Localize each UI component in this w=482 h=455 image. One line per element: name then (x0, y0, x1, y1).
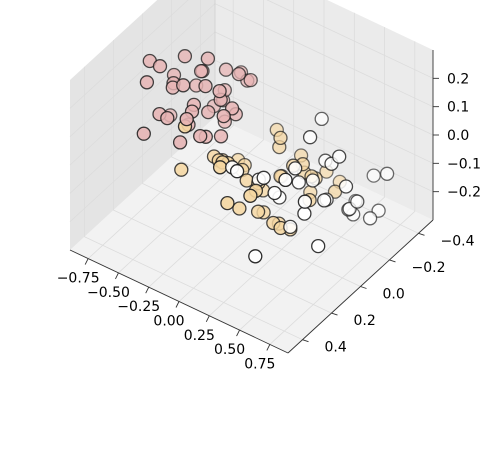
scatter-point-series-3 (362, 211, 378, 226)
scatter-point-series-1 (201, 104, 216, 120)
y-tick-label: −0.4 (441, 233, 475, 249)
scatter-point-series-3 (267, 185, 282, 201)
scatter-point-series-1 (218, 62, 234, 77)
x-tick (175, 301, 180, 308)
x-tick-label: −0.50 (87, 285, 130, 301)
scatter-point-series-3 (278, 172, 293, 188)
scatter-point-series-2 (250, 204, 266, 219)
z-grid-line (69, 0, 434, 109)
z-tick-label: −0.2 (447, 185, 481, 201)
scatter-point-series-2 (212, 160, 228, 175)
x-tick-label: 0.75 (244, 356, 275, 372)
x-tick (84, 258, 89, 265)
y-tick (389, 259, 396, 263)
z-tick-label: 0.2 (447, 71, 469, 87)
z-tick-label: −0.1 (447, 156, 481, 172)
y-tick-label: 0.4 (325, 340, 347, 356)
scatter-point-series-3 (283, 219, 298, 235)
x-tick-label: −0.25 (117, 299, 160, 315)
y-tick (331, 312, 338, 316)
x-tick (236, 329, 240, 337)
scatter-point-series-1 (160, 110, 175, 126)
scatter-point-series-1 (243, 72, 258, 88)
x-tick-label: 0.25 (184, 328, 215, 344)
scatter-point-series-2 (273, 130, 288, 146)
scatter-point-series-1 (193, 128, 208, 144)
axis-ticks: −0.75−0.50−0.250.000.250.500.75 −0.4 −0.2 0… (57, 71, 481, 372)
scatter-point-series-3 (350, 194, 365, 209)
y-tick (302, 339, 309, 343)
scatter-point-series-1 (139, 75, 155, 90)
scatter-point-series-1 (212, 83, 227, 99)
scatter-point-series-1 (179, 111, 194, 127)
z-tick-label: 0.0 (447, 128, 469, 144)
x-tick (115, 272, 119, 280)
scatter-point-series-1 (198, 78, 213, 94)
scatter-point-series-3 (288, 161, 303, 176)
scatter-point-series-3 (302, 130, 318, 145)
scatter-point-series-1 (200, 51, 216, 66)
scatter-point-series-1 (136, 126, 151, 141)
scatter-point-series-3 (311, 238, 326, 254)
scatter-point-series-3 (338, 179, 354, 194)
scatter-point-series-2 (232, 201, 247, 216)
x-tick-label: 0.00 (153, 314, 184, 330)
x-tick (145, 286, 150, 294)
y-tick (418, 232, 425, 236)
scatter-point-series-2 (220, 195, 235, 211)
scatter-point-series-3 (314, 111, 329, 127)
x-tick (205, 315, 210, 323)
data-points (136, 49, 395, 264)
scatter-point-series-3 (291, 175, 306, 190)
scatter-point-series-2 (174, 162, 189, 177)
scatter-point-series-1 (176, 78, 191, 93)
scatter-point-series-3 (297, 194, 313, 209)
y-tick-label: 0.0 (383, 287, 405, 303)
scatter-point-series-3 (317, 193, 332, 208)
scatter-point-series-3 (256, 170, 271, 185)
scatter-point-series-1 (213, 129, 229, 144)
y-tick-label: −0.2 (412, 260, 446, 276)
x-tick-label: 0.50 (214, 342, 245, 358)
z-tick-label: 0.1 (447, 100, 469, 116)
scatter-point-series-3 (305, 173, 320, 188)
scatter-point-series-3 (297, 206, 312, 221)
y-tick-label: 0.2 (354, 313, 376, 329)
scatter-point-series-1 (231, 66, 247, 82)
scatter-point-series-3 (332, 149, 347, 164)
scatter-point-series-3 (248, 249, 263, 264)
scatter-point-series-1 (152, 59, 168, 74)
scatter-point-series-1 (216, 108, 231, 124)
scatter-point-series-3 (379, 166, 395, 181)
x-tick (266, 344, 271, 351)
scatter-point-series-2 (243, 188, 258, 203)
scatter-point-series-1 (172, 135, 188, 150)
scatter-point-series-1 (193, 64, 209, 79)
y-tick (360, 286, 367, 289)
scatter-point-series-1 (177, 49, 193, 64)
scatter-point-series-3 (229, 164, 245, 179)
x-tick-label: −0.75 (57, 271, 100, 287)
scatter-point-series-3 (366, 168, 381, 183)
